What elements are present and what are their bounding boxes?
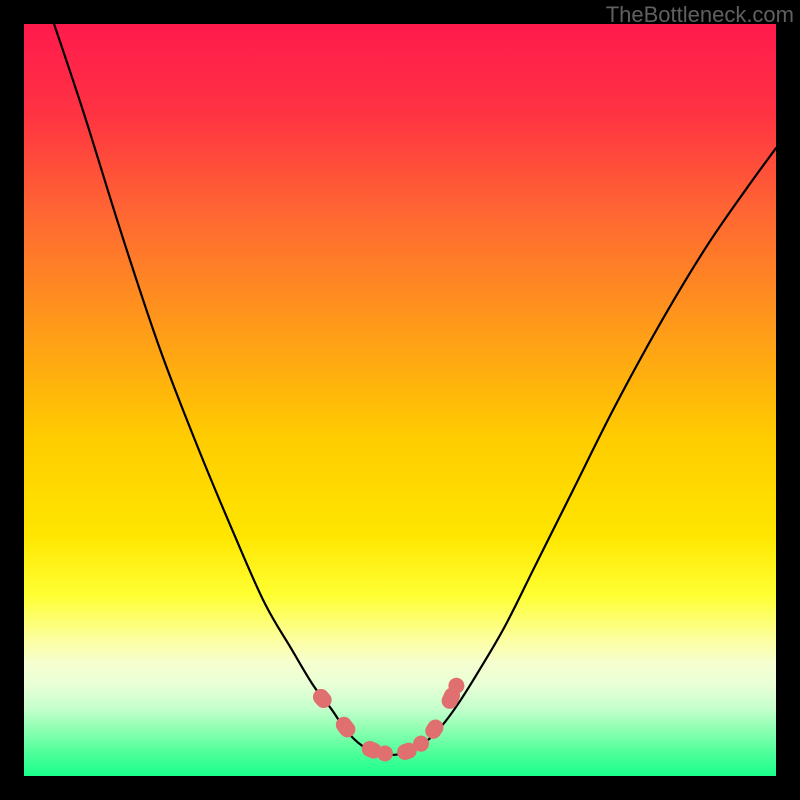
highlight-dot <box>413 736 429 752</box>
highlight-dot <box>339 721 355 737</box>
highlight-dot <box>313 689 329 705</box>
highlight-dot <box>448 678 464 694</box>
watermark-text: TheBottleneck.com <box>606 2 794 28</box>
chart-container: TheBottleneck.com <box>0 0 800 800</box>
bottleneck-chart <box>0 0 800 800</box>
highlight-dot <box>442 693 458 709</box>
highlight-dot <box>377 745 393 761</box>
